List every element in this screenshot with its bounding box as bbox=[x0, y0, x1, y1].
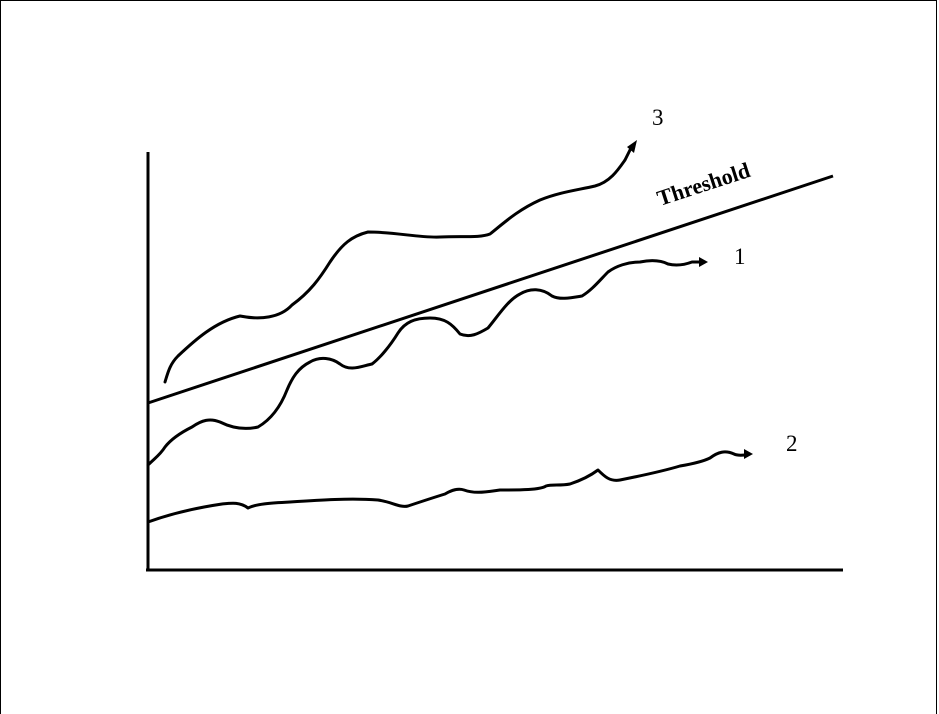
curve-2-arrowhead bbox=[744, 449, 753, 459]
threshold-label: Threshold bbox=[654, 157, 753, 210]
curve-2-label: 2 bbox=[786, 431, 798, 456]
curve-3 bbox=[163, 144, 634, 384]
curve-3-label: 3 bbox=[652, 105, 664, 130]
threshold-line bbox=[147, 174, 834, 405]
curve-1 bbox=[146, 259, 705, 467]
curve-1-label: 1 bbox=[734, 244, 746, 269]
curve-1-arrowhead bbox=[699, 257, 708, 267]
curve-3-arrowhead bbox=[627, 140, 637, 153]
curve-2 bbox=[146, 450, 748, 524]
